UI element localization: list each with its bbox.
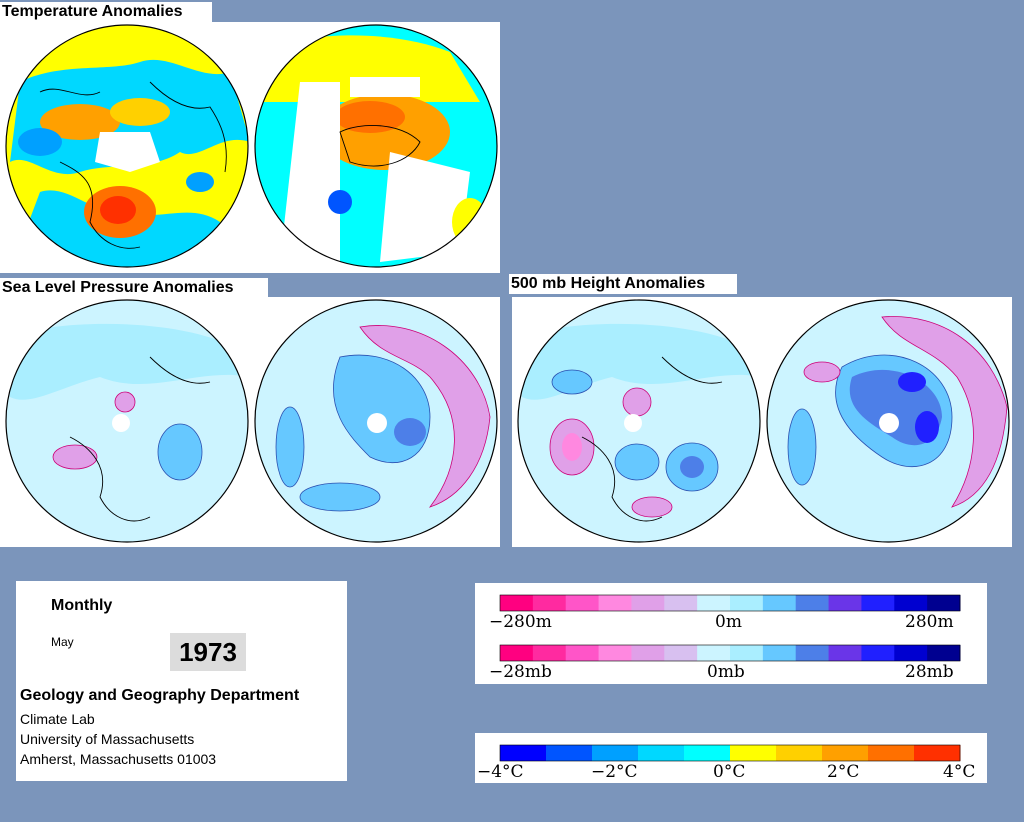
pressure-bar-swatch: [730, 645, 764, 661]
height-sh-globe: [767, 300, 1009, 542]
height-bar-swatch: [697, 595, 731, 611]
slp-maps-panel: [0, 297, 500, 547]
temperature-bar-swatch: [546, 745, 593, 761]
department-name: Geology and Geography Department: [20, 687, 300, 704]
period-label: Monthly: [51, 597, 113, 614]
info-box: Monthly May 1973 Geology and Geography D…: [16, 581, 347, 781]
temperature-legend: −4°C −2°C 0°C 2°C 4°C: [475, 733, 987, 783]
pressure-bar-swatch: [861, 645, 895, 661]
temp-legend-plus2: 2°C: [827, 762, 859, 782]
height-legend-max: 280m: [905, 612, 954, 632]
temperature-bar-swatch: [592, 745, 639, 761]
temperature-sh-globe: [255, 25, 497, 267]
pressure-bar-swatch: [795, 645, 830, 661]
height-bar-swatch: [927, 595, 961, 611]
pressure-bar-swatch: [762, 645, 797, 661]
pressure-bar-swatch: [697, 645, 731, 661]
height-bar-swatch: [532, 595, 567, 611]
height-bar-swatch: [762, 595, 797, 611]
height-globes: [517, 299, 1010, 543]
slp-globes: [5, 299, 498, 543]
height-maps-panel: [512, 297, 1012, 547]
height-bar-swatch: [565, 595, 600, 611]
height-pressure-legend: −280m 0m 280m −28mb 0mb 28mb: [475, 583, 987, 684]
pressure-bar-swatch: [927, 645, 961, 661]
height-bar-outline: [499, 594, 961, 612]
pressure-bar-swatch: [532, 645, 567, 661]
pressure-legend-zero: 0mb: [707, 662, 745, 682]
pressure-bar-swatch: [500, 645, 534, 661]
temperature-bar-swatch: [868, 745, 915, 761]
height-bar-swatch: [894, 595, 928, 611]
slp-anomalies-title: Sea Level Pressure Anomalies: [0, 278, 268, 298]
temperature-bar-swatch: [500, 745, 547, 761]
height-legend-min: −280m: [489, 612, 552, 632]
height-bar-swatch: [861, 595, 895, 611]
temperature-color-bar: [499, 744, 961, 762]
height-bar-swatch: [730, 595, 764, 611]
slp-nh-globe: [6, 300, 248, 542]
pressure-bar-swatch: [894, 645, 928, 661]
slp-sh-globe: [255, 300, 497, 542]
pressure-bar-swatch: [565, 645, 600, 661]
temperature-bar-swatch: [684, 745, 731, 761]
temperature-bar-swatch: [730, 745, 777, 761]
pressure-bar-swatch: [664, 645, 698, 661]
height-bar-swatch: [664, 595, 698, 611]
temperature-bar-swatch: [776, 745, 823, 761]
height-bar-swatch: [631, 595, 665, 611]
pressure-bar-swatch: [598, 645, 632, 661]
pressure-bar-swatch: [631, 645, 665, 661]
height-legend-zero: 0m: [715, 612, 742, 632]
temperature-globes: [5, 24, 498, 268]
pressure-legend-min: −28mb: [489, 662, 552, 682]
temperature-bar-swatch: [822, 745, 869, 761]
pressure-bar-swatch: [828, 645, 862, 661]
lab-name: Climate Lab: [20, 711, 95, 727]
height-bar-swatch: [795, 595, 830, 611]
year-badge: 1973: [170, 633, 246, 671]
temperature-bar-swatch: [638, 745, 685, 761]
temperature-anomalies-title: Temperature Anomalies: [0, 2, 212, 22]
temp-legend-minus2: −2°C: [591, 762, 638, 782]
pressure-legend-max: 28mb: [905, 662, 954, 682]
temp-legend-minus4: −4°C: [477, 762, 524, 782]
height-bar-swatch: [598, 595, 632, 611]
height-color-bar: [499, 594, 961, 612]
temperature-maps-panel: [0, 22, 500, 273]
university-name: University of Massachusetts: [20, 731, 195, 747]
height-bar-swatch: [500, 595, 534, 611]
temp-legend-plus4: 4°C: [943, 762, 975, 782]
height-anomalies-title: 500 mb Height Anomalies: [509, 274, 737, 294]
temperature-bar-outline: [499, 744, 961, 762]
height-nh-globe: [518, 300, 760, 542]
pressure-bar-outline: [499, 644, 961, 662]
month-label: May: [51, 635, 74, 649]
temp-legend-zero: 0°C: [713, 762, 745, 782]
address: Amherst, Massachusetts 01003: [20, 751, 217, 767]
height-bar-swatch: [828, 595, 862, 611]
temperature-bar-swatch: [914, 745, 961, 761]
pressure-color-bar: [499, 644, 961, 662]
temperature-nh-globe: [6, 25, 248, 267]
